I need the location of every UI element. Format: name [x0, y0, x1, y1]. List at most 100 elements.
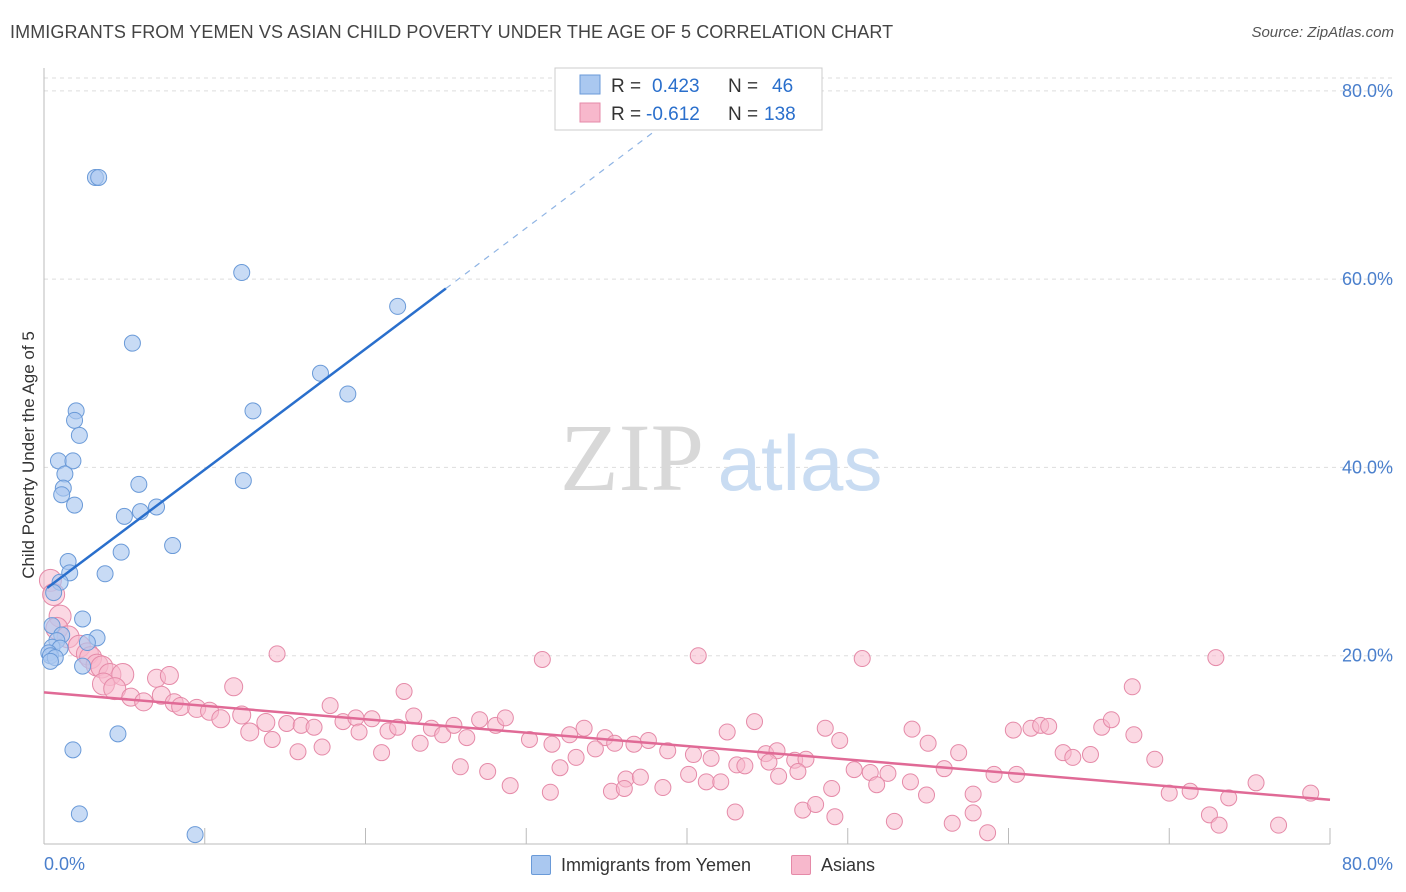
yemen-point [109, 725, 127, 743]
asians-point [224, 677, 244, 697]
asians-point [1102, 711, 1120, 729]
legend-item-asians[interactable]: Asians [791, 852, 875, 878]
y-tick-label: 80.0% [1342, 81, 1393, 101]
legend-swatch-yemen [579, 74, 601, 95]
legend-r-label: R = [611, 76, 641, 97]
source-label: Source: ZipAtlas.com [1251, 24, 1394, 41]
y-tick-label: 60.0% [1342, 269, 1393, 289]
asians-point [943, 814, 961, 832]
asians-point [985, 765, 1003, 783]
asians-point [826, 808, 844, 826]
asians-point [639, 731, 657, 749]
asians-point [103, 677, 127, 701]
y-axis-label: Child Poverty Under the Age of 5 [19, 331, 38, 579]
legend-r-value: 0.423 [652, 76, 700, 97]
yemen-point [234, 472, 252, 490]
legend-r-label: R = [611, 104, 641, 125]
asians-point [684, 746, 702, 764]
legend-n-value: 138 [764, 104, 796, 125]
yemen-point [244, 402, 262, 420]
y-tick-label: 40.0% [1342, 457, 1393, 477]
asians-point [533, 650, 551, 668]
yemen-point [389, 297, 407, 315]
asians-point [606, 734, 624, 752]
axes: 20.0% 40.0% 60.0% 80.0% 0.0% 80.0% [43, 68, 1393, 874]
asians-point [1123, 678, 1141, 696]
asians-point [625, 735, 643, 753]
yemen-point [41, 652, 59, 670]
asians-point [1004, 721, 1022, 739]
asians-point [680, 765, 698, 783]
legend-n-value: 46 [772, 76, 793, 97]
yemen-points [40, 168, 407, 844]
yemen-point [70, 426, 88, 444]
asians-point [831, 731, 849, 749]
watermark-atlas: atlas [718, 419, 883, 507]
x-tick-label: 0.0% [44, 854, 85, 874]
asians-point [789, 763, 807, 781]
legend-r-value: -0.612 [646, 104, 700, 125]
asians-point [964, 804, 982, 822]
asians-point [496, 709, 514, 727]
asians-point [1181, 782, 1199, 800]
asians-point [1125, 726, 1143, 744]
legend-swatch-asians [791, 855, 812, 875]
asians-point [471, 711, 489, 729]
yemen-point [339, 385, 357, 403]
asians-point [868, 776, 886, 794]
asians-point [171, 697, 191, 717]
yemen-point [66, 496, 84, 514]
asians-point [853, 650, 871, 668]
yemen-point [186, 826, 204, 844]
yemen-point [123, 334, 141, 352]
yemen-point [53, 486, 71, 504]
asians-point [1220, 789, 1238, 807]
asians-point [411, 734, 429, 752]
yemen-point [164, 537, 182, 555]
legend-swatch-asians [579, 102, 601, 123]
asians-point [918, 786, 936, 804]
asians-point [1200, 806, 1218, 824]
yemen-trend-line [46, 287, 447, 589]
asians-point [712, 773, 730, 791]
yemen-point [115, 507, 133, 525]
asians-point [543, 735, 561, 753]
legend-n-label: N = [728, 76, 758, 97]
asians-point [964, 785, 982, 803]
x-tick-label: 80.0% [1342, 854, 1393, 874]
asians-point [615, 779, 633, 797]
asians-point [807, 795, 825, 813]
asians-point [979, 824, 997, 842]
asians-point [256, 713, 276, 733]
asians-point [479, 763, 497, 781]
asians-point [1270, 816, 1288, 834]
legend-bottom: Immigrants from Yemen Asians [0, 852, 1406, 878]
yemen-trend-extension [445, 106, 688, 290]
asians-point [551, 759, 569, 777]
yemen-point [74, 610, 92, 628]
asians-point [1247, 774, 1265, 792]
trend-lines [43, 106, 1331, 801]
asians-point [845, 761, 863, 779]
asians-point [816, 719, 834, 737]
legend-swatch-yemen [530, 855, 551, 875]
asians-point [1081, 746, 1099, 764]
asians-point [575, 719, 593, 737]
asians-point [1207, 649, 1225, 667]
asians-point [321, 697, 339, 715]
asians-point [289, 743, 307, 761]
asians-point [1210, 816, 1228, 834]
asians-point [697, 773, 715, 791]
asians-point [879, 764, 897, 782]
yemen-point [233, 264, 251, 282]
asians-point [736, 757, 754, 775]
legend-label-yemen: Immigrants from Yemen [560, 854, 752, 875]
asians-point [458, 729, 476, 747]
asians-point [313, 738, 331, 756]
yemen-point [112, 543, 130, 561]
asians-point [1040, 717, 1058, 735]
legend-item-yemen[interactable]: Immigrants from Yemen [530, 852, 752, 878]
yemen-point [64, 741, 82, 759]
chart-title: IMMIGRANTS FROM YEMEN VS ASIAN CHILD POV… [10, 22, 894, 42]
